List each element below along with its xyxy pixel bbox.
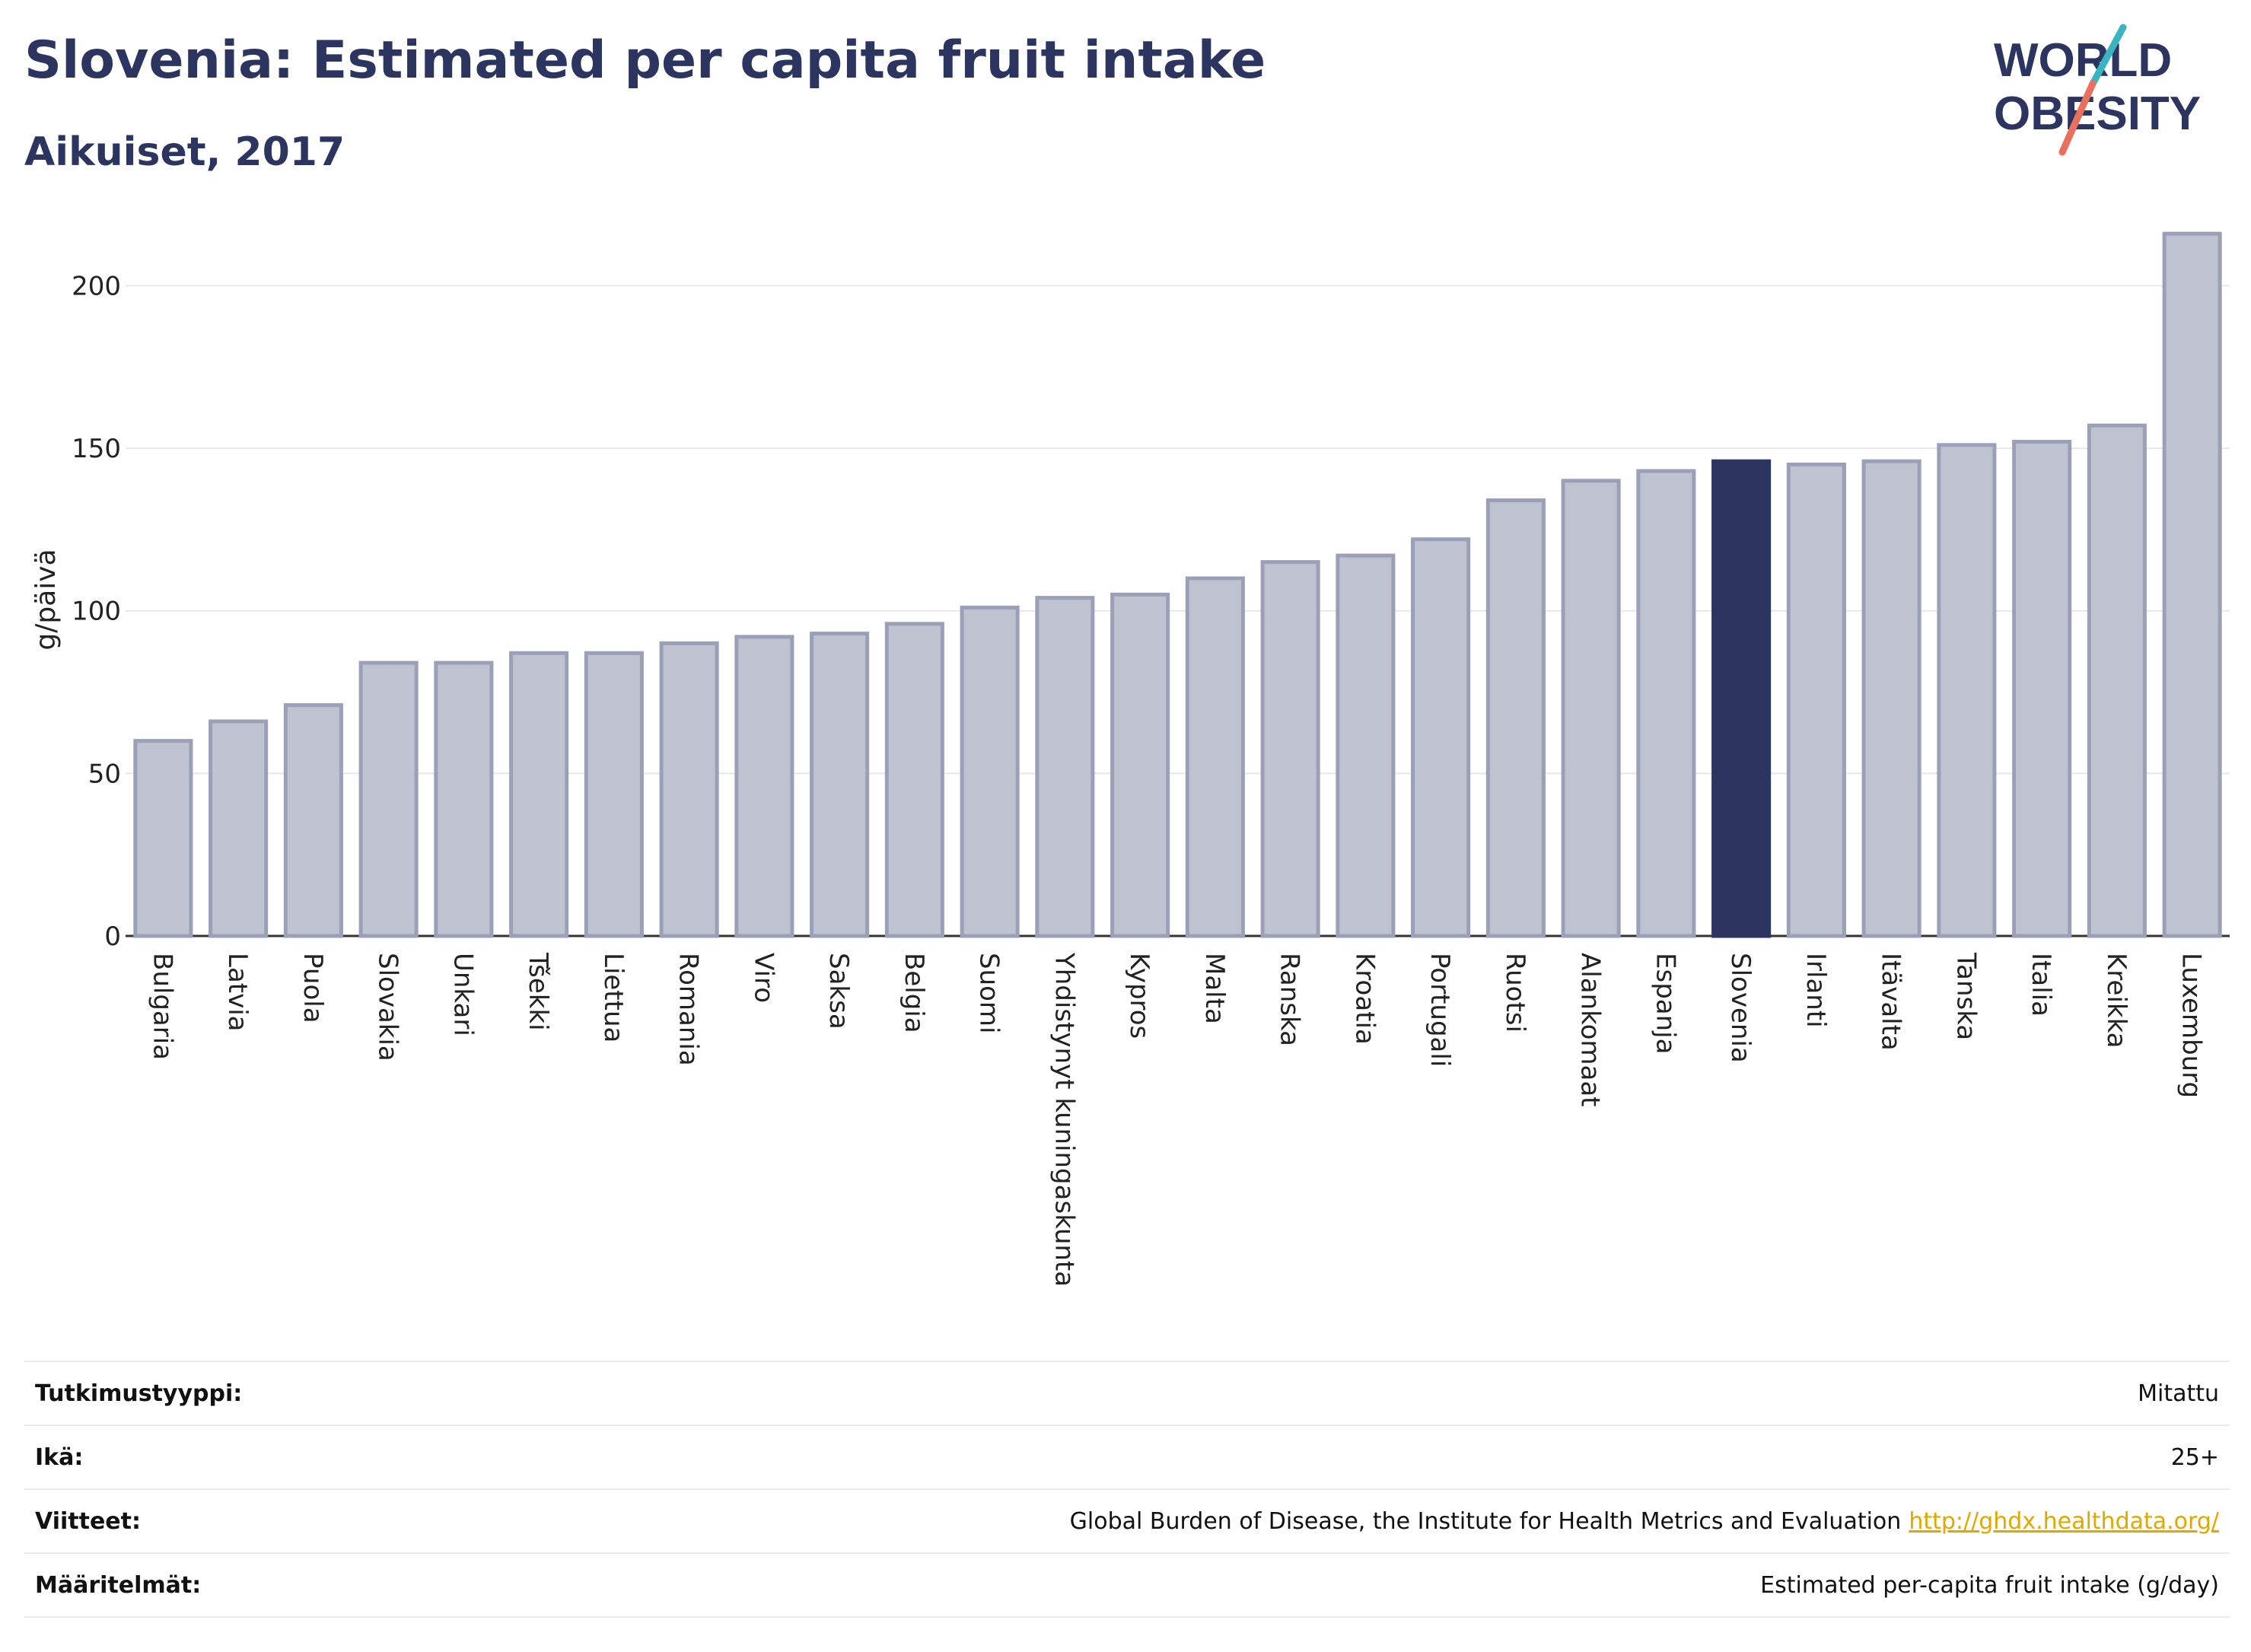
bar-suomi [960, 605, 1020, 938]
x-axis-labels: Bulgaria Latvia Puola Slovakia Unkari Tšekki L… [147, 952, 2206, 1287]
x-tick-label: Slovenia [1725, 953, 1756, 1063]
bar-chart: 0 50 100 150 200 Bulgaria Latvia Puola Slovakia… [30, 231, 2230, 1287]
metadata-value: Estimated per-capita fruit intake (g/day… [1760, 1572, 2219, 1599]
metadata-row: Tutkimustyyppi: Mitattu [24, 1361, 2230, 1424]
metadata-table: Tutkimustyyppi: Mitattu Ikä: 25+ Viitteet: Gl… [24, 1361, 2230, 1618]
x-tick-label: Puola [298, 953, 328, 1023]
bar-portugali [1411, 537, 1471, 938]
metadata-row: Määritelmät: Estimated per-capita fruit i… [24, 1552, 2230, 1618]
bar-kreikka [2087, 423, 2147, 938]
logo-slash-red [2058, 80, 2097, 156]
bar-tanska [1937, 443, 1997, 938]
x-tick-label: Kroatia [1349, 953, 1380, 1045]
x-tick-label: Ruotsi [1500, 953, 1530, 1033]
x-tick-label: Irlanti [1800, 953, 1831, 1028]
x-tick-label: Malta [1199, 953, 1230, 1024]
metadata-row: Viitteet: Global Burden of Disease, the I… [24, 1488, 2230, 1552]
world-obesity-logo: WORLD OBESITY [1994, 24, 2201, 156]
metadata-value-text: Global Burden of Disease, the Institute … [1069, 1507, 1902, 1535]
bar-slovakia [358, 660, 419, 938]
bar-tšekki [509, 651, 569, 938]
bar-italia [2012, 440, 2072, 938]
bar-romania [659, 641, 719, 938]
x-tick-label: Tšekki [523, 952, 553, 1031]
metadata-label: Määritelmät: [35, 1571, 202, 1599]
logo-line1: WORLD [1994, 34, 2172, 87]
bar-ruotsi [1485, 498, 1546, 938]
x-tick-label: Portugali [1425, 953, 1455, 1067]
bar-irlanti [1786, 462, 1846, 938]
bar-slovenia [1711, 459, 1772, 938]
y-axis-label: g/päivä [30, 549, 62, 650]
bar-unkari [434, 660, 494, 938]
metadata-value: Global Burden of Disease, the Institute … [1070, 1508, 2219, 1535]
metadata-value: 25+ [2171, 1444, 2219, 1471]
x-tick-label: Viro [748, 953, 778, 1003]
x-tick-label: Espanja [1650, 953, 1680, 1054]
logo-slash-teal [2089, 24, 2127, 88]
x-tick-label: Romania [673, 953, 704, 1066]
bar-belgia [884, 622, 944, 938]
y-tick-label: 150 [72, 434, 121, 464]
x-tick-label: Italia [2026, 953, 2056, 1017]
x-tick-label: Yhdistynyt kuningaskunta [1049, 952, 1079, 1287]
bar-kroatia [1336, 553, 1396, 938]
metadata-row: Ikä: 25+ [24, 1424, 2230, 1488]
bar-ranska [1260, 560, 1320, 938]
metadata-label: Ikä: [35, 1444, 84, 1471]
x-tick-label: Suomi [974, 953, 1005, 1034]
x-tick-label: Belgia [899, 953, 929, 1033]
bar-latvia [209, 719, 269, 938]
x-tick-label: Ranska [1275, 953, 1305, 1046]
y-tick-label: 0 [104, 921, 121, 952]
bar-kypros [1110, 592, 1170, 938]
bar-espanja [1636, 469, 1696, 938]
x-tick-label: Itävalta [1876, 953, 1906, 1051]
x-tick-label: Latvia [222, 953, 253, 1032]
chart-subtitle: Aikuiset, 2017 [24, 129, 345, 175]
bar-luxemburg [2162, 231, 2222, 938]
x-tick-label: Alankomaat [1575, 953, 1606, 1107]
bar-puola [283, 703, 343, 938]
y-axis-ticks: 0 50 100 150 200 [72, 271, 121, 952]
metadata-value: Mitattu [2138, 1380, 2219, 1407]
metadata-value-text: Estimated per-capita fruit intake (g/day… [1760, 1571, 2219, 1599]
logo-line2: OBESITY [1994, 88, 2201, 140]
x-tick-label: Tanska [1950, 952, 1981, 1040]
x-tick-label: Bulgaria [147, 953, 177, 1060]
x-tick-label: Liettua [598, 953, 629, 1042]
bar-saksa [810, 632, 870, 938]
metadata-value-text: 25+ [2170, 1444, 2219, 1471]
metadata-label: Tutkimustyyppi: [35, 1380, 243, 1407]
x-tick-label: Luxemburg [2176, 953, 2207, 1098]
bar-malta [1185, 576, 1245, 938]
x-tick-label: Saksa [823, 953, 854, 1030]
chart-title: Slovenia: Estimated per capita fruit int… [24, 30, 1266, 91]
metadata-label: Viitteet: [35, 1507, 141, 1535]
bar-itävalta [1861, 459, 1921, 938]
bar-viro [734, 635, 794, 938]
bar-liettua [584, 651, 644, 938]
metadata-value-text: Mitattu [2138, 1380, 2219, 1407]
x-tick-label: Kypros [1124, 953, 1154, 1039]
x-tick-label: Unkari [447, 953, 478, 1036]
bar-yhdistynyt-kuningaskunta [1035, 596, 1095, 938]
bar-bulgaria [133, 739, 193, 938]
y-tick-label: 100 [72, 597, 121, 627]
y-tick-label: 50 [88, 759, 121, 789]
reference-link[interactable]: http://ghdx.healthdata.org/ [1909, 1507, 2219, 1535]
y-tick-label: 200 [72, 271, 121, 301]
bar-alankomaat [1561, 479, 1621, 938]
x-tick-label: Slovakia [373, 953, 403, 1062]
x-tick-label: Kreikka [2101, 953, 2132, 1049]
bars [133, 231, 2222, 938]
